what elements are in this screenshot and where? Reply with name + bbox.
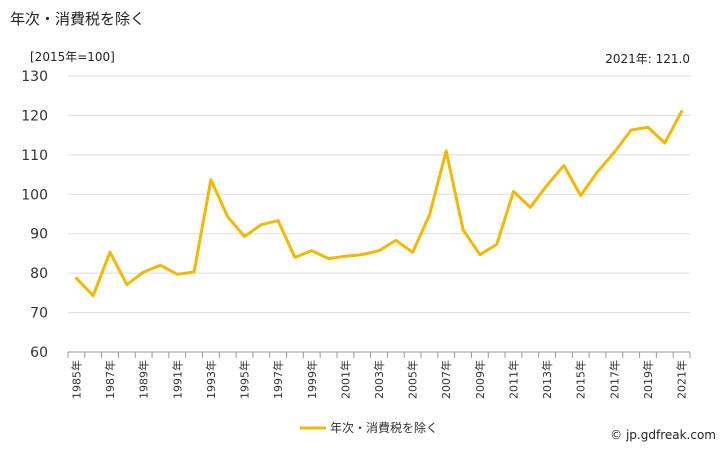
y-axis: 60 70 80 90 100 110 120 130	[21, 69, 48, 361]
chart-title: 年次・消費税を除く	[10, 10, 146, 28]
x-tick-label: 1987年	[103, 360, 117, 399]
x-tick-label: 1997年	[271, 360, 285, 399]
y-tick-label: 120	[21, 108, 48, 124]
x-tick-label: 1991年	[170, 360, 184, 399]
x-tick-label: 1989年	[137, 360, 151, 399]
x-tick-label: 1985年	[69, 360, 83, 399]
y-tick-label: 100	[21, 187, 48, 203]
series-line	[74, 110, 684, 298]
grid-lines	[68, 75, 690, 314]
latest-value-label: 2021年: 121.0	[605, 52, 690, 66]
x-tick-label: 2021年	[675, 360, 689, 399]
credit-label: © jp.gdfreak.com	[610, 428, 716, 442]
unit-label: [2015年=100]	[30, 50, 115, 64]
x-tick-label: 2019年	[641, 360, 655, 399]
y-tick-label: 110	[21, 148, 48, 164]
legend[interactable]: 年次・消費税を除く	[300, 420, 438, 435]
x-tick-label: 2015年	[574, 360, 588, 399]
legend-label: 年次・消費税を除く	[330, 420, 438, 435]
series-group	[74, 110, 684, 298]
x-tick-label: 2003年	[372, 360, 386, 399]
x-tick-label: 2017年	[607, 360, 621, 399]
x-tick-label: 2005年	[406, 360, 420, 399]
y-tick-label: 60	[30, 345, 48, 361]
x-tick-label: 1999年	[305, 360, 319, 399]
x-tick-label: 1995年	[238, 360, 252, 399]
x-tick-label: 2001年	[338, 360, 352, 399]
x-tick-label: 2011年	[506, 360, 520, 399]
x-tick-label: 2009年	[473, 360, 487, 399]
x-axis: 1985年 1987年 1989年 1991年 1993年 1995年 1997年 1999年…	[67, 351, 691, 399]
x-tick-label: 2007年	[439, 360, 453, 399]
x-tick-label: 2013年	[540, 360, 554, 399]
x-tick-label: 1993年	[204, 360, 218, 399]
y-tick-label: 80	[30, 266, 48, 282]
y-tick-label: 70	[30, 306, 48, 322]
y-tick-label: 90	[30, 227, 48, 243]
y-tick-label: 130	[21, 69, 48, 85]
